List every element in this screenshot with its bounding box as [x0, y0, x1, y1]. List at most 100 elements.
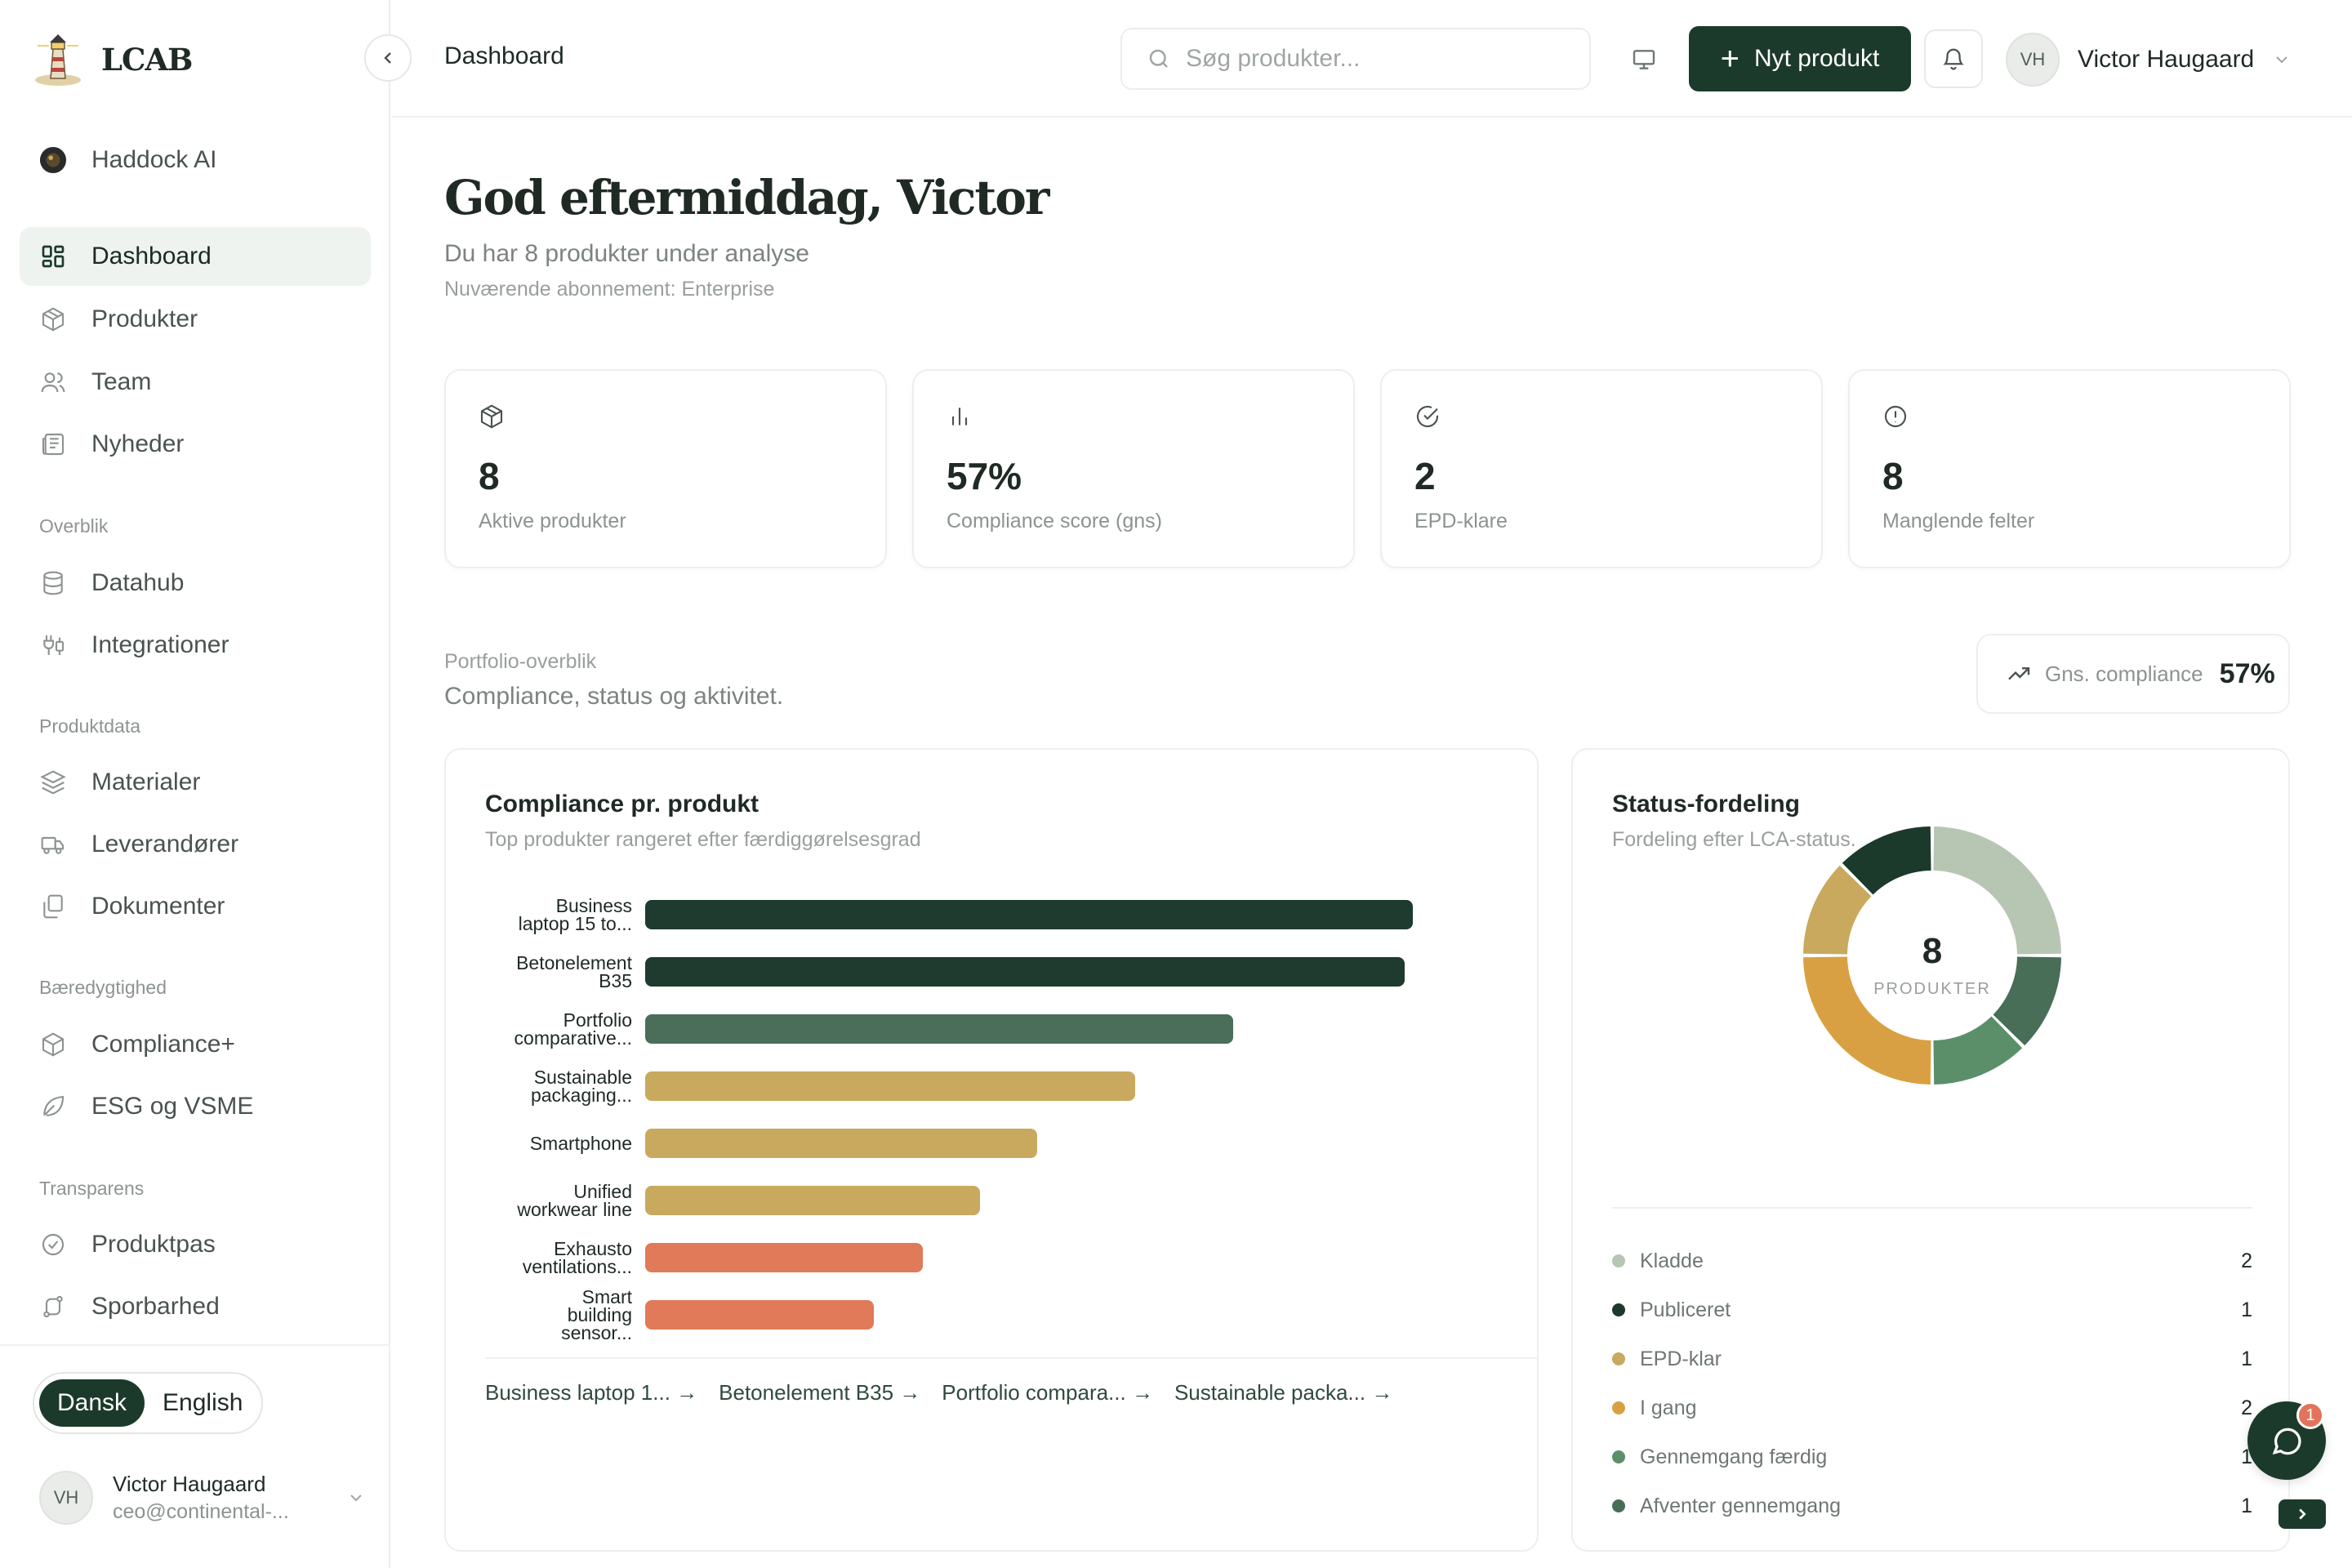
- sidebar-item-dokumenter[interactable]: Dokumenter: [20, 877, 371, 936]
- legend-dot: [1612, 1401, 1625, 1414]
- sidebar-section-title: Overblik: [39, 515, 109, 537]
- badge-check-icon: [39, 1231, 67, 1258]
- kpi-card-compliance-score[interactable]: 57% Compliance score (gns): [912, 369, 1355, 568]
- avg-compliance-badge: Gns. compliance 57%: [1976, 634, 2290, 714]
- sidebar-item-materialer[interactable]: Materialer: [20, 753, 371, 812]
- sidebar-item-haddock-ai[interactable]: Haddock AI: [20, 131, 371, 189]
- new-product-button[interactable]: + Nyt produkt: [1689, 26, 1911, 91]
- donut-slice: [1803, 865, 1872, 955]
- newspaper-icon: [39, 430, 67, 458]
- compliance-bar-chart: Business laptop 15 to... Betonelement B35 Po…: [514, 895, 1413, 1343]
- collapse-sidebar-button[interactable]: [364, 34, 412, 82]
- sidebar-item-leverandorer[interactable]: Leverandører: [20, 815, 371, 874]
- chart-bar: [645, 957, 1405, 987]
- language-option-dansk[interactable]: Dansk: [39, 1379, 145, 1427]
- avatar: VH: [39, 1471, 93, 1525]
- sidebar-item-team[interactable]: Team: [20, 353, 371, 412]
- sidebar-item-produktpas[interactable]: Produktpas: [20, 1215, 371, 1274]
- chart-category-label-line: Smart: [582, 1286, 633, 1307]
- chat-notification-badge: 1: [2296, 1401, 2324, 1429]
- chart-category-label-line: ventilations...: [523, 1256, 632, 1277]
- avg-compliance-label: Gns. compliance: [2045, 661, 2203, 686]
- product-link[interactable]: Portfolio compara... →: [942, 1380, 1153, 1405]
- layers-icon: [39, 768, 67, 796]
- chart-category-label: Betonelement B35: [516, 952, 633, 991]
- chart-category-label: Smartphone: [530, 1133, 632, 1154]
- search-icon: [1149, 49, 1168, 68]
- chart-category-label-line: comparative...: [514, 1027, 632, 1049]
- sidebar-item-esg-vsme[interactable]: ESG og VSME: [20, 1077, 371, 1136]
- sidebar-item-sporbarhed[interactable]: Sporbarhed: [20, 1277, 371, 1336]
- product-link[interactable]: Sustainable packa... →: [1174, 1380, 1393, 1405]
- legend-label: Kladde: [1640, 1249, 1704, 1272]
- kpi-card-epd-ready[interactable]: 2 EPD-klare: [1380, 369, 1823, 568]
- new-product-label: Nyt produkt: [1753, 45, 1880, 72]
- subscription-text: Nuværende abonnement: Enterprise: [444, 278, 775, 301]
- chevron-right-icon: [2299, 1508, 2306, 1520]
- brand[interactable]: LCAB: [31, 31, 193, 88]
- chart-category-label-line: Business: [556, 895, 632, 916]
- chart-category-label: Smart building sensor...: [561, 1286, 633, 1343]
- sidebar-item-label: ESG og VSME: [91, 1093, 254, 1120]
- chart-category-label-line: building: [568, 1304, 632, 1325]
- trending-up-icon: [2008, 667, 2030, 680]
- language-option-english[interactable]: English: [163, 1389, 243, 1416]
- top-header: Dashboard + Nyt produkt VH Victor Haugaa…: [392, 0, 2352, 118]
- next-button[interactable]: [2278, 1499, 2326, 1529]
- legend-row: Publiceret 1: [1612, 1294, 2252, 1326]
- sidebar-item-datahub[interactable]: Datahub: [20, 554, 371, 612]
- box-icon: [39, 305, 67, 333]
- sidebar-item-nyheder[interactable]: Nyheder: [20, 415, 371, 474]
- chart-bar: [645, 900, 1413, 929]
- kpi-card-active-products[interactable]: 8 Aktive produkter: [444, 369, 887, 568]
- notifications-button[interactable]: [1924, 29, 1983, 88]
- legend-dot: [1612, 1254, 1625, 1267]
- status-donut-chart: [1803, 826, 2061, 1085]
- header-user-name: Victor Haugaard: [2078, 46, 2255, 73]
- legend-dot: [1612, 1303, 1625, 1316]
- sidebar-item-label: Nyheder: [91, 430, 185, 457]
- header-user-menu[interactable]: VH Victor Haugaard: [2006, 31, 2292, 88]
- sidebar-item-label: Leverandører: [91, 831, 239, 858]
- legend-divider: [1612, 1207, 2252, 1209]
- chevron-left-icon: [384, 52, 391, 64]
- plus-icon: +: [1720, 41, 1740, 77]
- chart-category-label-line: Smartphone: [530, 1133, 632, 1154]
- kpi-card-missing-fields[interactable]: 8 Manglende felter: [1848, 369, 2291, 568]
- plug-icon: [39, 631, 67, 659]
- kpi-value: 57%: [947, 455, 1022, 497]
- chart-bar: [645, 1243, 923, 1272]
- donut-center-value: 8: [1922, 931, 1943, 971]
- sidebar-item-dashboard[interactable]: Dashboard: [20, 227, 371, 286]
- chart-category-label-line: Exhausto: [554, 1238, 632, 1259]
- kpi-label: Aktive produkter: [479, 510, 626, 532]
- donut-slice: [1933, 826, 2061, 955]
- kpi-value: 8: [479, 455, 500, 497]
- card-subtitle: Top produkter rangeret efter færdiggørel…: [485, 828, 921, 851]
- sidebar-item-compliance-plus[interactable]: Compliance+: [20, 1015, 371, 1074]
- product-link[interactable]: Betonelement B35 →: [719, 1380, 921, 1405]
- sidebar-item-produkter[interactable]: Produkter: [20, 290, 371, 349]
- sidebar-item-label: Dashboard: [91, 243, 212, 270]
- truck-icon: [39, 831, 67, 858]
- search-box[interactable]: [1120, 28, 1591, 90]
- sidebar-user-menu[interactable]: VH Victor Haugaard ceo@continental-...: [39, 1467, 366, 1529]
- brand-name: LCAB: [101, 42, 193, 78]
- route-icon: [39, 1293, 67, 1321]
- sidebar-item-label: Produkter: [91, 305, 198, 332]
- sidebar-item-integrationer[interactable]: Integrationer: [20, 616, 371, 675]
- legend-label: Publiceret: [1640, 1298, 1731, 1321]
- language-switch: Dansk English: [33, 1372, 263, 1434]
- search-input[interactable]: [1186, 45, 1561, 73]
- legend-dot: [1612, 1499, 1625, 1512]
- chevron-down-icon: [2276, 56, 2287, 64]
- display-mode-button[interactable]: [1624, 39, 1664, 80]
- chart-category-label: Exhausto ventilations...: [523, 1238, 632, 1277]
- kpi-label: Manglende felter: [1882, 510, 2035, 532]
- product-link[interactable]: Business laptop 1... →: [485, 1380, 698, 1405]
- donut-center-label: PRODUKTER: [1873, 980, 1991, 998]
- sidebar-divider: [0, 1344, 390, 1346]
- chart-category-label-line: packaging...: [531, 1085, 632, 1106]
- chart-category-label-line: sensor...: [561, 1322, 632, 1343]
